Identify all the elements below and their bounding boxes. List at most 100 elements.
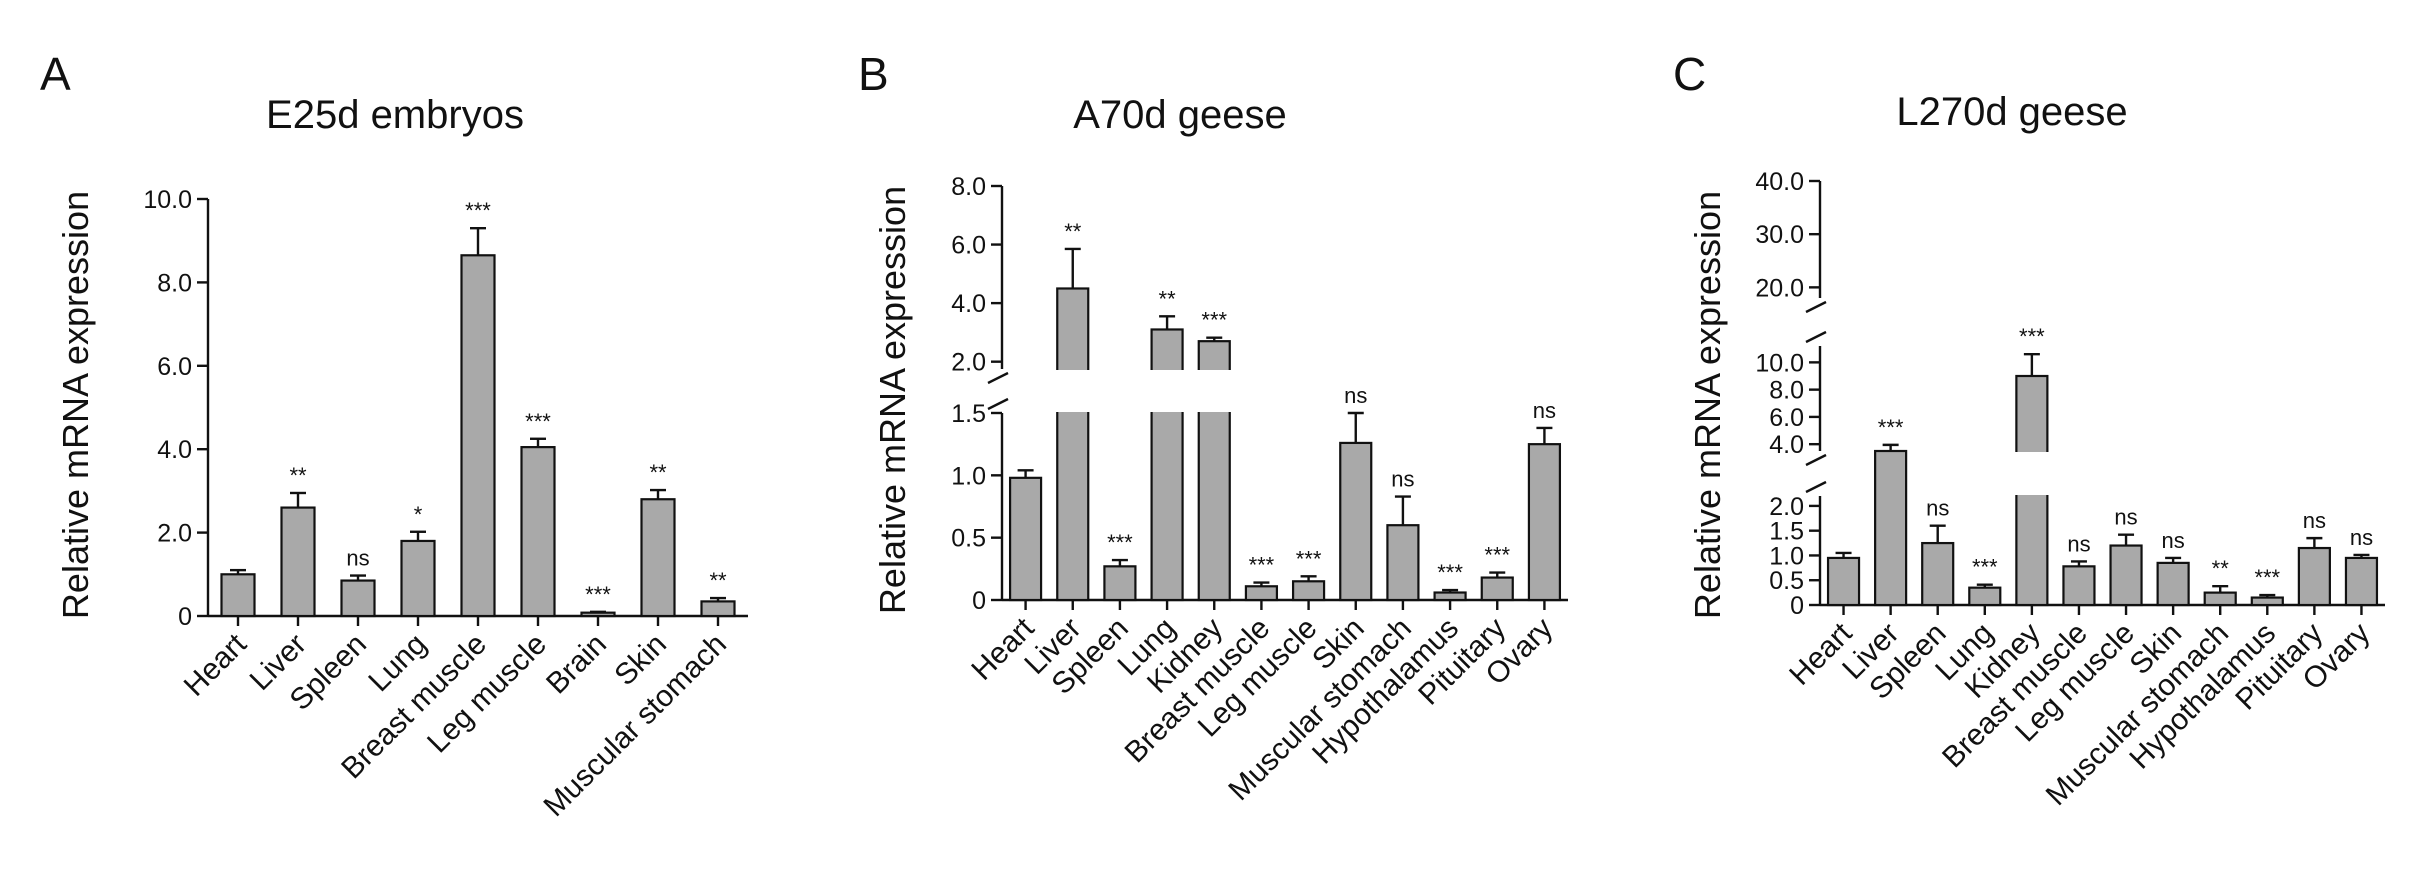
significance-label: ** <box>1159 286 1177 311</box>
significance-label: ns <box>2162 528 2185 553</box>
y-tick-label: 0 <box>972 587 986 615</box>
significance-label: ** <box>2212 556 2230 581</box>
bar <box>1874 449 1908 607</box>
panel-b: B A70d geese Relative mRNA expression 0 0.5 1… <box>858 48 1568 807</box>
significance-label: ** <box>709 568 727 593</box>
significance-label: *** <box>1437 560 1463 585</box>
y-tick-label: 4.0 <box>157 436 192 464</box>
bar <box>220 573 256 618</box>
significance-label: *** <box>525 409 551 434</box>
significance-label: ns <box>2350 525 2373 550</box>
bar <box>2062 565 2096 607</box>
panel-label: B <box>858 48 889 100</box>
significance-label: *** <box>465 198 491 223</box>
bar <box>1826 556 1861 607</box>
category-label: Brain <box>540 628 613 701</box>
y-tick-label: 4.0 <box>1769 431 1804 459</box>
significance-label: ** <box>289 463 307 488</box>
y-tick-label: 4.0 <box>951 290 986 318</box>
y-tick-label: 0 <box>1790 592 1804 620</box>
bar <box>2344 556 2379 607</box>
bar <box>460 254 496 618</box>
bar <box>340 579 376 618</box>
bar <box>1008 476 1043 602</box>
axis-break-mark <box>987 371 1009 385</box>
significance-label: ns <box>1344 383 1367 408</box>
bar <box>1386 524 1420 602</box>
bar <box>1056 287 1090 602</box>
significance-label: ns <box>1533 398 1556 423</box>
bar <box>1527 443 1562 602</box>
bar <box>400 539 436 618</box>
bar <box>1921 541 1955 607</box>
bar <box>2109 544 2143 607</box>
significance-label: ns <box>2114 505 2137 530</box>
bar-break-gap <box>1195 370 1233 412</box>
significance-label: * <box>414 502 423 527</box>
bar <box>640 498 676 618</box>
bar <box>2156 561 2190 607</box>
bar <box>1433 591 1467 602</box>
bar <box>1291 580 1326 602</box>
axis-break-mark <box>1805 480 1827 494</box>
axis-break-mark <box>987 397 1009 411</box>
y-tick-label: 8.0 <box>1769 377 1804 405</box>
significance-label: ns <box>1926 496 1949 521</box>
bar <box>2203 591 2237 607</box>
y-tick-label: 10.0 <box>143 186 192 214</box>
bar <box>2250 596 2284 607</box>
significance-label: *** <box>1201 308 1227 333</box>
significance-label: ** <box>649 460 667 485</box>
significance-label: *** <box>2254 565 2280 590</box>
bar <box>520 446 556 618</box>
chart-title: A70d geese <box>1073 93 1287 137</box>
axis-break-mark <box>1805 300 1827 314</box>
chart-title: E25d embryos <box>266 93 524 137</box>
significance-label: *** <box>1972 555 1998 580</box>
significance-label: ns <box>346 546 369 571</box>
bar <box>1103 565 1137 602</box>
y-tick-label: 6.0 <box>1769 404 1804 432</box>
axis-break-mark <box>1805 330 1827 344</box>
bar <box>700 600 736 618</box>
y-tick-label: 2.0 <box>1769 493 1804 521</box>
panel-label: A <box>40 48 71 100</box>
y-tick-label: 1.0 <box>1769 542 1804 570</box>
significance-label: *** <box>1484 543 1510 568</box>
significance-label: *** <box>1249 553 1275 578</box>
bar-break-gap <box>1148 370 1186 412</box>
bar <box>280 506 316 618</box>
bar-break-gap <box>1054 370 1092 412</box>
significance-label: ns <box>1391 467 1414 492</box>
significance-label: *** <box>1107 530 1133 555</box>
y-axis-label: Relative mRNA expression <box>55 191 96 619</box>
y-tick-label: 8.0 <box>157 269 192 297</box>
y-tick-label: 2.0 <box>951 349 986 377</box>
bar <box>1244 585 1279 602</box>
significance-label: *** <box>1296 546 1322 571</box>
bar <box>2297 546 2331 607</box>
y-axis-label: Relative mRNA expression <box>1687 191 1728 619</box>
significance-label: *** <box>2019 324 2045 349</box>
chart-title: L270d geese <box>1896 90 2127 134</box>
y-tick-label: 1.5 <box>1769 518 1804 546</box>
significance-label: ns <box>2067 531 2090 556</box>
significance-label: ns <box>2303 508 2326 533</box>
y-tick-label: 6.0 <box>157 353 192 381</box>
y-tick-label: 10.0 <box>1755 349 1804 377</box>
panel-c: C L270d geese Relative mRNA expression 00.5… <box>1673 48 2385 812</box>
y-tick-label: 0 <box>178 603 192 631</box>
y-tick-label: 0.5 <box>1769 567 1804 595</box>
panel-a: A E25d embryos Relative mRNA expression 0 2.… <box>40 48 748 823</box>
y-tick-label: 1.5 <box>951 400 986 428</box>
y-tick-label: 30.0 <box>1755 221 1804 249</box>
y-tick-label: 8.0 <box>951 173 986 201</box>
significance-label: *** <box>1878 415 1904 440</box>
y-tick-label: 0.5 <box>951 525 986 553</box>
bar <box>1968 586 2002 607</box>
y-tick-label: 6.0 <box>951 232 986 260</box>
y-tick-label: 40.0 <box>1755 168 1804 196</box>
significance-label: *** <box>585 582 611 607</box>
y-axis-label: Relative mRNA expression <box>872 186 913 614</box>
